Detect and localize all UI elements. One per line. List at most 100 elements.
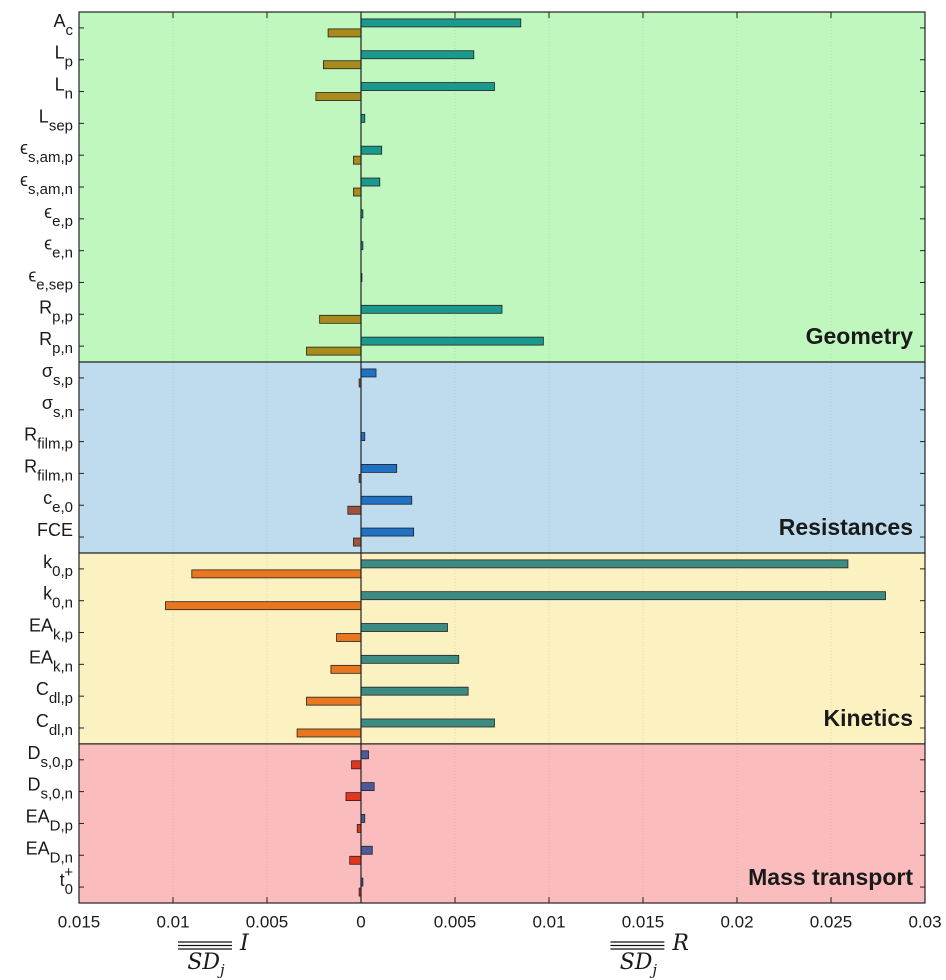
label-superscript: I (239, 931, 250, 956)
y-tick-label: FCE (37, 520, 73, 540)
bar (360, 591, 886, 601)
bar (360, 686, 469, 696)
label-base: ϵ (44, 202, 52, 222)
bar (360, 304, 503, 314)
label-superscript: R (671, 931, 689, 956)
bar (349, 855, 362, 865)
x-axis-label: SDj (620, 950, 658, 979)
y-tick-label: Ds,0,n (27, 774, 73, 802)
label-base: σ (42, 361, 53, 381)
y-tick-label: ϵe,sep (28, 265, 73, 293)
label-subscript: j (649, 961, 657, 979)
bar (360, 750, 369, 760)
x-tick-label: 0.01 (156, 912, 189, 931)
y-tick-label: EAk,p (29, 615, 73, 643)
label-subscript: dl,n (49, 722, 73, 739)
label-base: EA (26, 838, 50, 858)
label-base: FCE (37, 520, 73, 540)
group-label: Geometry (806, 323, 914, 349)
y-tick-label: ce,0 (43, 488, 73, 516)
label-base: c (43, 488, 52, 508)
bar (353, 537, 362, 547)
label-base: σ (42, 393, 53, 413)
bar (360, 845, 373, 855)
label-base: R (39, 297, 52, 317)
y-tick-label: Ac (53, 11, 73, 39)
bar (336, 633, 362, 642)
bar (360, 654, 460, 664)
label-base: ϵ (28, 265, 36, 285)
label-subscript: e,p (52, 213, 73, 230)
y-tick-label: ϵs,am,p (20, 138, 73, 166)
y-tick-label: Rfilm,p (24, 424, 73, 452)
bar (360, 18, 522, 28)
bar (360, 368, 377, 378)
y-tick-label: Cdl,p (36, 679, 73, 707)
bar (319, 314, 362, 324)
x-axis-label: SDj (187, 950, 225, 979)
label-subscript: film,p (37, 436, 73, 453)
label-base: ϵ (20, 138, 28, 158)
label-base: EA (29, 615, 53, 635)
y-tick-label: EAD,n (26, 838, 73, 866)
label-subscript: k,n (53, 658, 73, 675)
bar (360, 718, 495, 728)
bar (191, 569, 362, 579)
label-base: EA (26, 806, 50, 826)
bar (360, 527, 415, 537)
plot-frame (78, 11, 926, 904)
label-base: R (24, 424, 37, 444)
group-label: Mass transport (748, 864, 913, 890)
bar (360, 177, 381, 187)
label-subscript: s,am,n (28, 181, 73, 198)
bar (360, 145, 383, 155)
label-subscript: n (65, 86, 73, 103)
label-base: EA (29, 647, 53, 667)
label-subscript: p,n (52, 340, 73, 357)
x-tick-label: 0.01 (532, 912, 565, 931)
bar (306, 346, 362, 356)
label-base: ϵ (20, 170, 28, 190)
y-tick-label: σs,p (42, 361, 73, 389)
y-tick-label: Lp (55, 42, 73, 70)
y-tick-label: Ds,0,p (27, 743, 73, 771)
label-subscript: D,n (50, 849, 73, 866)
bar (165, 601, 362, 611)
label-base: ϵ (44, 233, 52, 253)
label-subscript: s,0,p (40, 754, 73, 771)
bar (330, 664, 362, 674)
x-tick-label: 0 (356, 912, 365, 931)
label-subscript: s,n (53, 404, 73, 421)
label-subscript: 0,n (52, 595, 73, 612)
bar (345, 792, 362, 802)
x-tick-label: 0.03 (908, 912, 941, 931)
label-base: D (27, 743, 40, 763)
y-tick-label: ϵe,p (44, 202, 73, 230)
label-base: t (60, 870, 65, 890)
group-background (79, 12, 925, 363)
x-tick-label: 0.005 (246, 912, 289, 931)
label-base: SD (187, 950, 220, 975)
label-base: L (55, 74, 65, 94)
y-tick-label: ϵe,n (44, 233, 73, 261)
label-subscript: e,sep (36, 276, 73, 293)
bar (360, 559, 849, 569)
label-subscript: 0 (65, 881, 73, 898)
group-background (79, 362, 925, 553)
bar (351, 760, 362, 770)
y-tick-label: Rp,n (39, 329, 73, 357)
y-tick-label: EAk,n (29, 647, 73, 675)
bar (360, 336, 544, 346)
label-subscript: p,p (52, 308, 73, 325)
label-base: D (27, 774, 40, 794)
label-subscript: film,n (37, 467, 73, 484)
x-tick-label: 0.015 (622, 912, 665, 931)
label-base: C (36, 711, 49, 731)
label-subscript: sep (49, 117, 73, 134)
label-subscript: D,p (50, 817, 73, 834)
bar (327, 28, 362, 38)
label-base: L (39, 106, 49, 126)
y-tick-label: EAD,p (26, 806, 73, 834)
x-tick-label: 0.025 (810, 912, 853, 931)
